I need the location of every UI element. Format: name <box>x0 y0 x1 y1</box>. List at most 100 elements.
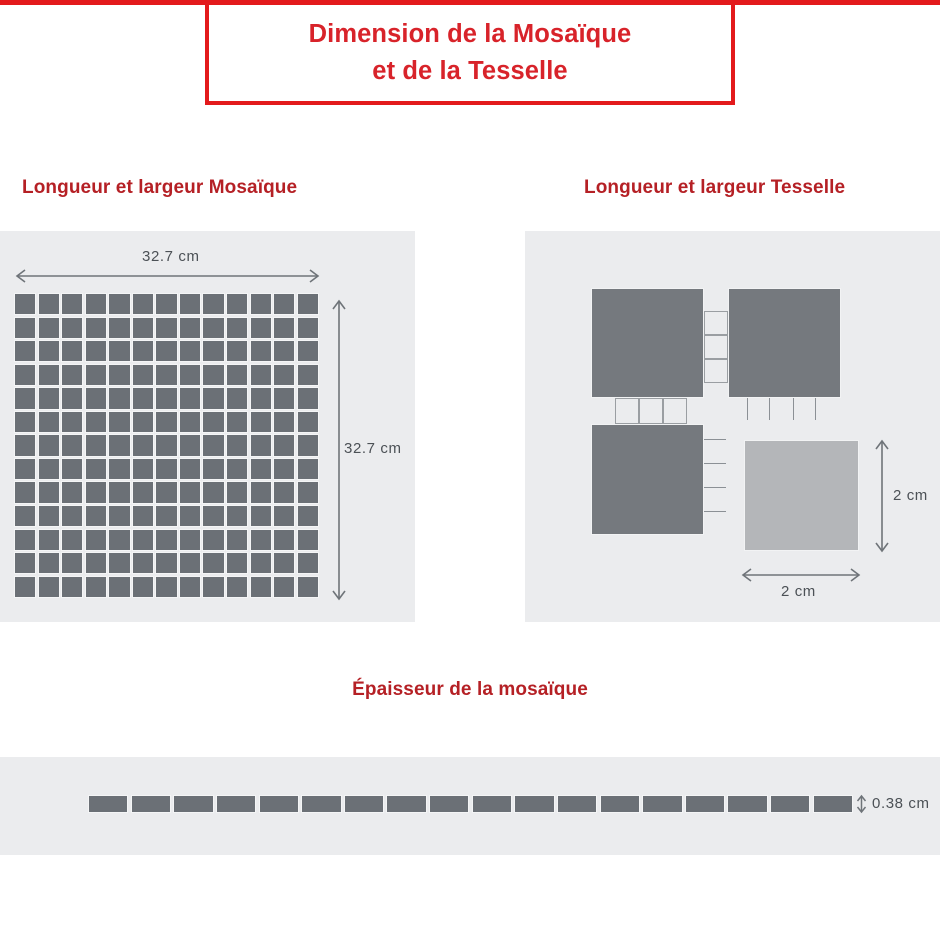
mosaic-tile <box>296 316 319 339</box>
mosaic-tile <box>226 387 249 410</box>
mosaic-tile <box>273 340 296 363</box>
mosaic-tile <box>226 552 249 575</box>
mosaic-tile <box>108 505 131 528</box>
grout-cell <box>615 398 639 424</box>
mosaic-tile <box>108 481 131 504</box>
grout-tick <box>815 398 817 420</box>
mosaic-tile <box>37 387 60 410</box>
mosaic-tile <box>131 340 155 363</box>
mosaic-tile <box>37 410 60 434</box>
mosaic-tile <box>61 340 84 363</box>
mosaic-tile <box>249 528 272 551</box>
mosaic-tile <box>296 528 319 551</box>
thickness-value-label: 0.38 cm <box>872 795 930 812</box>
mosaic-tile <box>37 316 60 339</box>
thickness-tile <box>770 795 811 813</box>
mosaic-tile <box>202 316 225 339</box>
thickness-tile <box>599 795 640 813</box>
mosaic-tile <box>178 363 202 386</box>
thickness-tile <box>215 795 257 813</box>
tessera-width-arrow-icon <box>741 568 861 582</box>
mosaic-tile <box>37 363 60 386</box>
thickness-tile-strip <box>88 795 854 813</box>
mosaic-tile <box>14 505 37 528</box>
mosaic-tile <box>226 363 249 386</box>
mosaic-tile <box>296 457 319 481</box>
mosaic-tile <box>61 457 84 481</box>
grout-tick <box>793 398 795 420</box>
mosaic-tile <box>108 528 131 551</box>
mosaic-tile <box>155 363 178 386</box>
mosaic-tile <box>202 457 225 481</box>
mosaic-tile <box>14 528 37 551</box>
mosaic-tile <box>249 575 272 598</box>
mosaic-tile <box>37 457 60 481</box>
mosaic-tile <box>84 363 107 386</box>
mosaic-tile <box>202 340 225 363</box>
grout-tick <box>704 463 726 465</box>
mosaic-tile <box>249 387 272 410</box>
mosaic-tile <box>37 340 60 363</box>
mosaic-tile <box>84 293 107 316</box>
mosaic-tile <box>202 410 225 434</box>
mosaic-tile <box>131 363 155 386</box>
mosaic-tile <box>226 505 249 528</box>
mosaic-tile <box>296 552 319 575</box>
mosaic-tile <box>61 528 84 551</box>
mosaic-tile <box>131 410 155 434</box>
mosaic-tile <box>273 410 296 434</box>
mosaic-tile <box>131 316 155 339</box>
mosaic-tile <box>249 457 272 481</box>
mosaic-tile <box>155 316 178 339</box>
mosaic-tile <box>202 434 225 457</box>
tessera-width-label: 2 cm <box>781 583 816 600</box>
tessera-square-top-left <box>591 288 704 398</box>
mosaic-tile <box>273 316 296 339</box>
mosaic-tile <box>296 340 319 363</box>
mosaic-tile <box>131 387 155 410</box>
mosaic-tile <box>296 481 319 504</box>
mosaic-tile <box>226 340 249 363</box>
mosaic-tile <box>14 481 37 504</box>
mosaic-tile <box>226 575 249 598</box>
thickness-tile <box>343 795 385 813</box>
page-title: Dimension de la Mosaïque et de la Tessel… <box>308 19 632 85</box>
mosaic-tile <box>296 387 319 410</box>
mosaic-height-arrow-icon <box>332 299 346 601</box>
mosaic-tile <box>178 340 202 363</box>
grout-cell <box>704 311 728 335</box>
thickness-tile <box>727 795 768 813</box>
mosaic-tile <box>14 575 37 598</box>
mosaic-tile <box>61 387 84 410</box>
tessera-height-arrow-icon <box>875 439 889 553</box>
mosaic-tile <box>61 363 84 386</box>
mosaic-tile <box>202 505 225 528</box>
mosaic-tile <box>84 316 107 339</box>
grout-tick <box>704 439 726 441</box>
thickness-tile <box>812 795 854 813</box>
grout-cell <box>663 398 687 424</box>
mosaic-tile <box>131 434 155 457</box>
mosaic-tile <box>273 528 296 551</box>
mosaic-tile <box>14 293 37 316</box>
mosaic-tile <box>14 552 37 575</box>
thickness-tile <box>471 795 513 813</box>
mosaic-tile <box>273 552 296 575</box>
thickness-arrow-icon <box>856 794 867 814</box>
mosaic-tile <box>202 481 225 504</box>
mosaic-tile <box>108 293 131 316</box>
mosaic-tile <box>226 316 249 339</box>
tessera-square-top-right <box>728 288 841 398</box>
grout-cell <box>639 398 663 424</box>
mosaic-tile <box>273 293 296 316</box>
section-heading-mosaic: Longueur et largeur Mosaïque <box>22 177 298 198</box>
mosaic-tile <box>131 457 155 481</box>
mosaic-tile <box>14 434 37 457</box>
mosaic-tile <box>178 387 202 410</box>
mosaic-tile <box>37 505 60 528</box>
section-heading-thickness: Épaisseur de la mosaïque <box>352 679 588 700</box>
mosaic-tile <box>296 505 319 528</box>
mosaic-tile <box>84 505 107 528</box>
thickness-tile <box>130 795 172 813</box>
mosaic-tile <box>155 410 178 434</box>
